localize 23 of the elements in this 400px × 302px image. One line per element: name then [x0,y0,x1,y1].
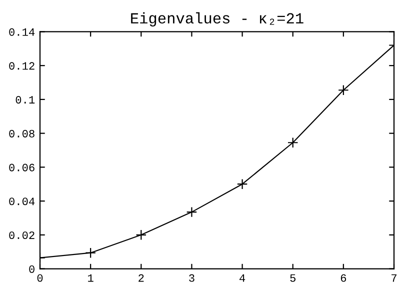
point [287,137,298,148]
x-tick-label: 1 [88,274,94,282]
point [186,206,198,218]
x-tick-label: 4 [240,274,246,282]
point [85,247,96,258]
x-tick-label: 0 [37,274,43,282]
y-tick-label: 0.08 [9,130,34,138]
y-tick-label: 0.1 [16,96,35,104]
y-tick-label: 0 [29,265,34,273]
y-tick-label: 0.14 [9,28,35,36]
x-tick-label: 5 [290,274,296,282]
point [338,84,349,96]
x-tick-label: 2 [138,274,144,282]
y-tick-label: 0.04 [9,198,35,206]
chart-title: Eigenvalues - κ₂=21 [131,12,304,27]
x-tick-label: 3 [189,274,194,282]
y-tick-label: 0.06 [9,164,34,172]
point [236,178,248,190]
x-tick-label: 6 [340,274,346,282]
point [136,229,147,240]
x-tick-label: 7 [392,274,396,282]
y-tick-label: 0.12 [9,62,34,70]
y-tick-label: 0.02 [9,232,34,240]
